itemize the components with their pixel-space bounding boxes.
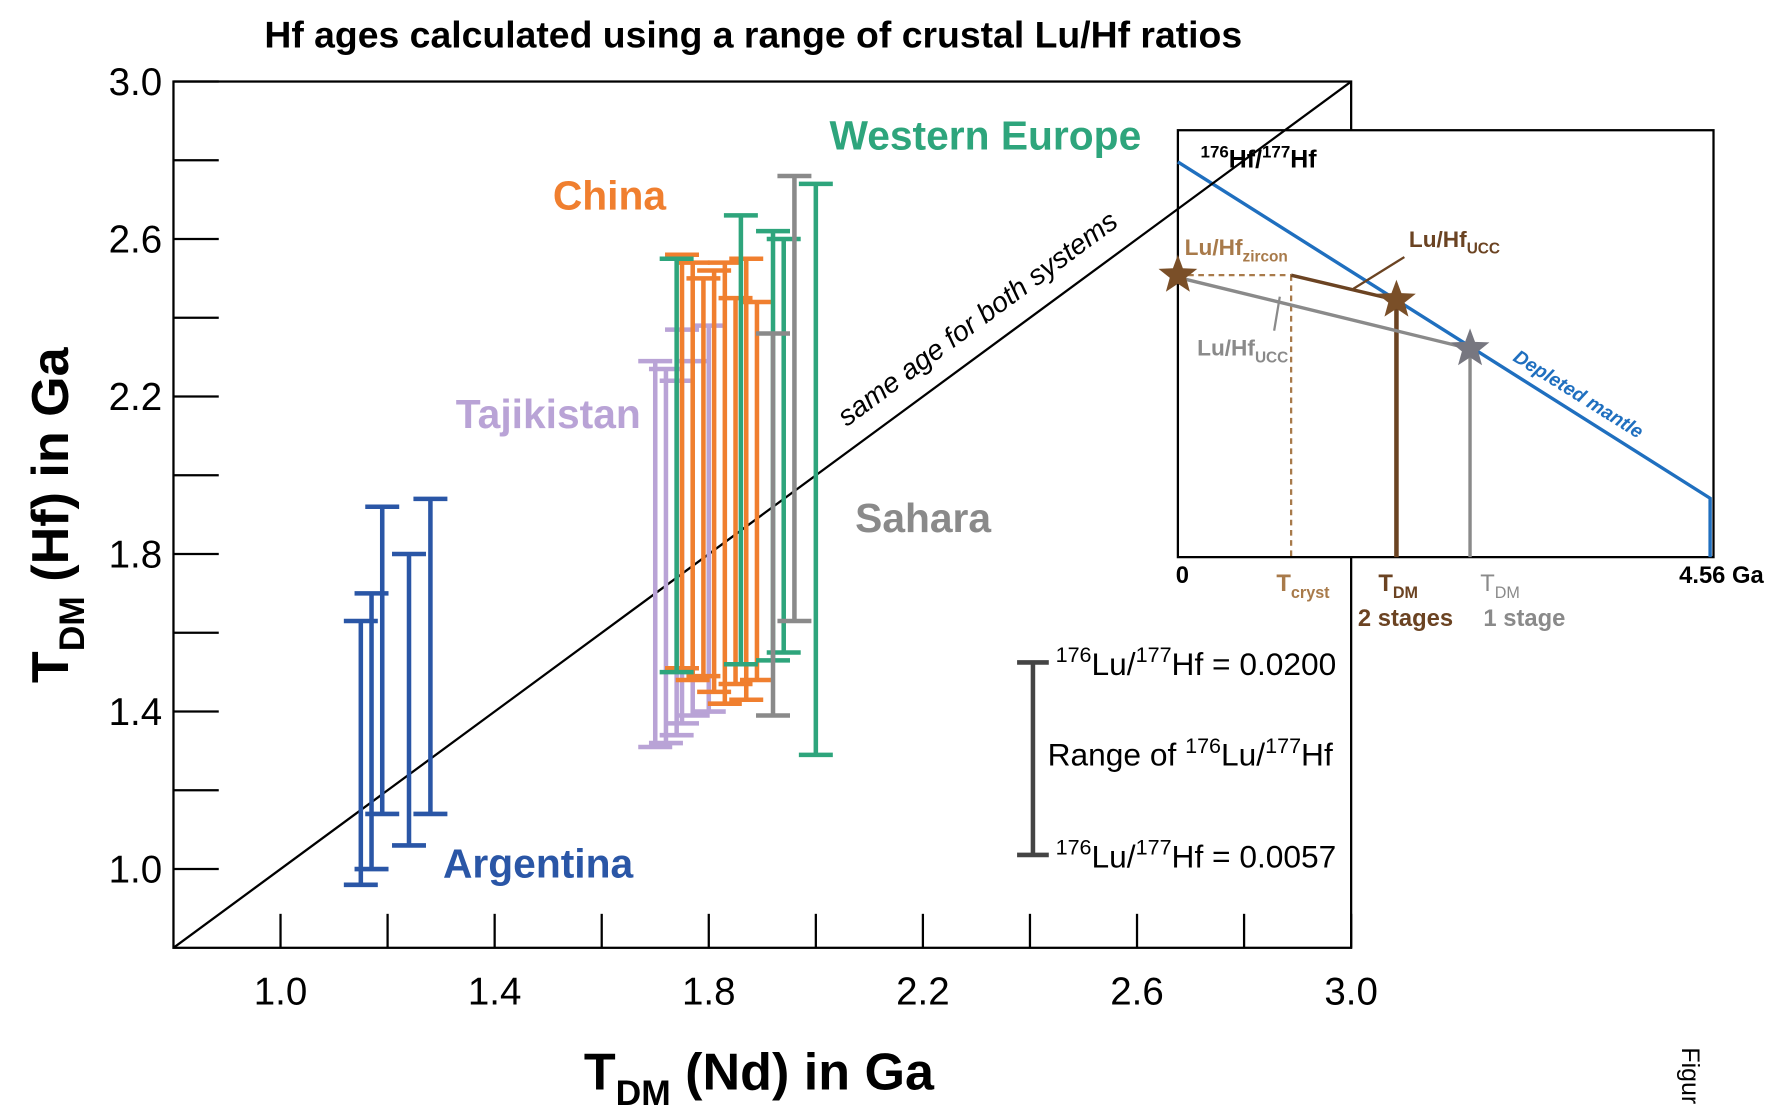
- y-tick-label: 1.4: [109, 691, 163, 734]
- inset-t-dm1-stage: 1 stage: [1483, 605, 1565, 632]
- series-label: Tajikistan: [456, 391, 641, 437]
- text-part: T: [584, 1043, 616, 1101]
- series-label: Argentina: [443, 841, 634, 887]
- y-tick-label: 1.8: [109, 534, 163, 577]
- inset-t-dm2: TDM: [1378, 570, 1418, 602]
- inset-lu-hf-ucc: Lu/HfUCC: [1197, 336, 1288, 367]
- text-part: Lu/Hf: [1185, 235, 1243, 260]
- x-tick-label: 3.0: [1324, 970, 1378, 1013]
- x-tick-label: 1.0: [254, 970, 308, 1013]
- text-part: Range of: [1048, 736, 1185, 772]
- y-tick-label: 2.6: [109, 219, 163, 262]
- text-part: 177: [1136, 642, 1172, 667]
- inset-lu-hf-ucc: Lu/HfUCC: [1409, 227, 1500, 258]
- text-part: Lu/Hf: [1409, 227, 1467, 252]
- equal-age-line: [172, 80, 1352, 949]
- x-axis-label: TDM (Nd) in Ga: [584, 1043, 935, 1112]
- text-part: T: [1276, 570, 1291, 597]
- text-part: (Hf) in Ga: [22, 346, 80, 596]
- text-part: cryst: [1291, 584, 1330, 602]
- text-part: UCC: [1467, 241, 1500, 258]
- chart-title: Hf ages calculated using a range of crus…: [264, 14, 1242, 56]
- inset-x-zero: 0: [1176, 562, 1189, 589]
- y-tick-label: 3.0: [109, 61, 163, 104]
- text-part: 177: [1262, 143, 1290, 162]
- inset-lu-hf-zircon: Lu/Hfzircon: [1185, 235, 1288, 266]
- y-axis-label: TDM (Hf) in Ga: [22, 346, 92, 683]
- range-key-bottom: 176Lu/177Hf = 0.0057: [1056, 835, 1337, 875]
- inset: [1158, 129, 1715, 559]
- text-part: 177: [1265, 733, 1301, 758]
- text-part: UCC: [1255, 349, 1288, 366]
- inset-t-dm2-stages: 2 stages: [1358, 605, 1453, 632]
- inset-t-dm1: TDM: [1480, 570, 1520, 602]
- inset-t-cryst: Tcryst: [1276, 570, 1330, 602]
- text-part: 176: [1056, 835, 1092, 860]
- text-part: 176: [1185, 733, 1221, 758]
- text-part: DM: [1495, 584, 1520, 602]
- text-part: 176: [1056, 642, 1092, 667]
- side-note: Figur: [1676, 1047, 1704, 1104]
- text-part: T: [1378, 570, 1393, 597]
- text-part: Lu/: [1092, 838, 1136, 874]
- text-part: Hf: [1301, 736, 1333, 772]
- y-tick-label: 2.2: [109, 376, 163, 419]
- text-part: Hf = 0.0200: [1172, 646, 1337, 682]
- text-part: (Nd) in Ga: [671, 1043, 935, 1101]
- range-key-middle: Range of 176Lu/177Hf: [1048, 733, 1333, 773]
- text-part: DM: [616, 1073, 671, 1112]
- text-part: Lu/Hf: [1197, 336, 1255, 361]
- star-marker: [1377, 279, 1416, 317]
- inset-x-end: 4.56 Ga: [1679, 562, 1764, 589]
- inset-y-label: 176Hf/177Hf: [1201, 143, 1318, 174]
- series-label: Western Europe: [830, 112, 1142, 158]
- text-part: Lu/: [1092, 646, 1136, 682]
- range-key-top: 176Lu/177Hf = 0.0200: [1056, 642, 1337, 682]
- y-tick-label: 1.0: [109, 849, 163, 892]
- text-part: T: [1480, 570, 1495, 597]
- diagonal-label: same age for both systems: [831, 204, 1123, 432]
- star-marker: [1450, 328, 1490, 366]
- x-tick-label: 1.8: [682, 970, 736, 1013]
- text-part: DM: [1393, 584, 1418, 602]
- x-tick-label: 2.2: [896, 970, 950, 1013]
- text-part: zircon: [1242, 249, 1287, 266]
- x-tick-label: 1.4: [468, 970, 522, 1013]
- series-label: China: [553, 172, 667, 218]
- text-part: DM: [52, 596, 92, 651]
- text-part: 177: [1136, 835, 1172, 860]
- text-part: 176: [1201, 143, 1229, 162]
- x-tick-label: 2.6: [1110, 970, 1164, 1013]
- text-part: Lu/: [1221, 736, 1265, 772]
- text-part: T: [22, 651, 80, 683]
- text-part: Hf: [1290, 146, 1317, 174]
- range-key-bar: [1017, 660, 1049, 858]
- series-label: Sahara: [855, 495, 991, 541]
- text-part: Hf = 0.0057: [1172, 838, 1337, 874]
- star-marker: [1158, 254, 1198, 292]
- text-part: Hf/: [1229, 146, 1262, 174]
